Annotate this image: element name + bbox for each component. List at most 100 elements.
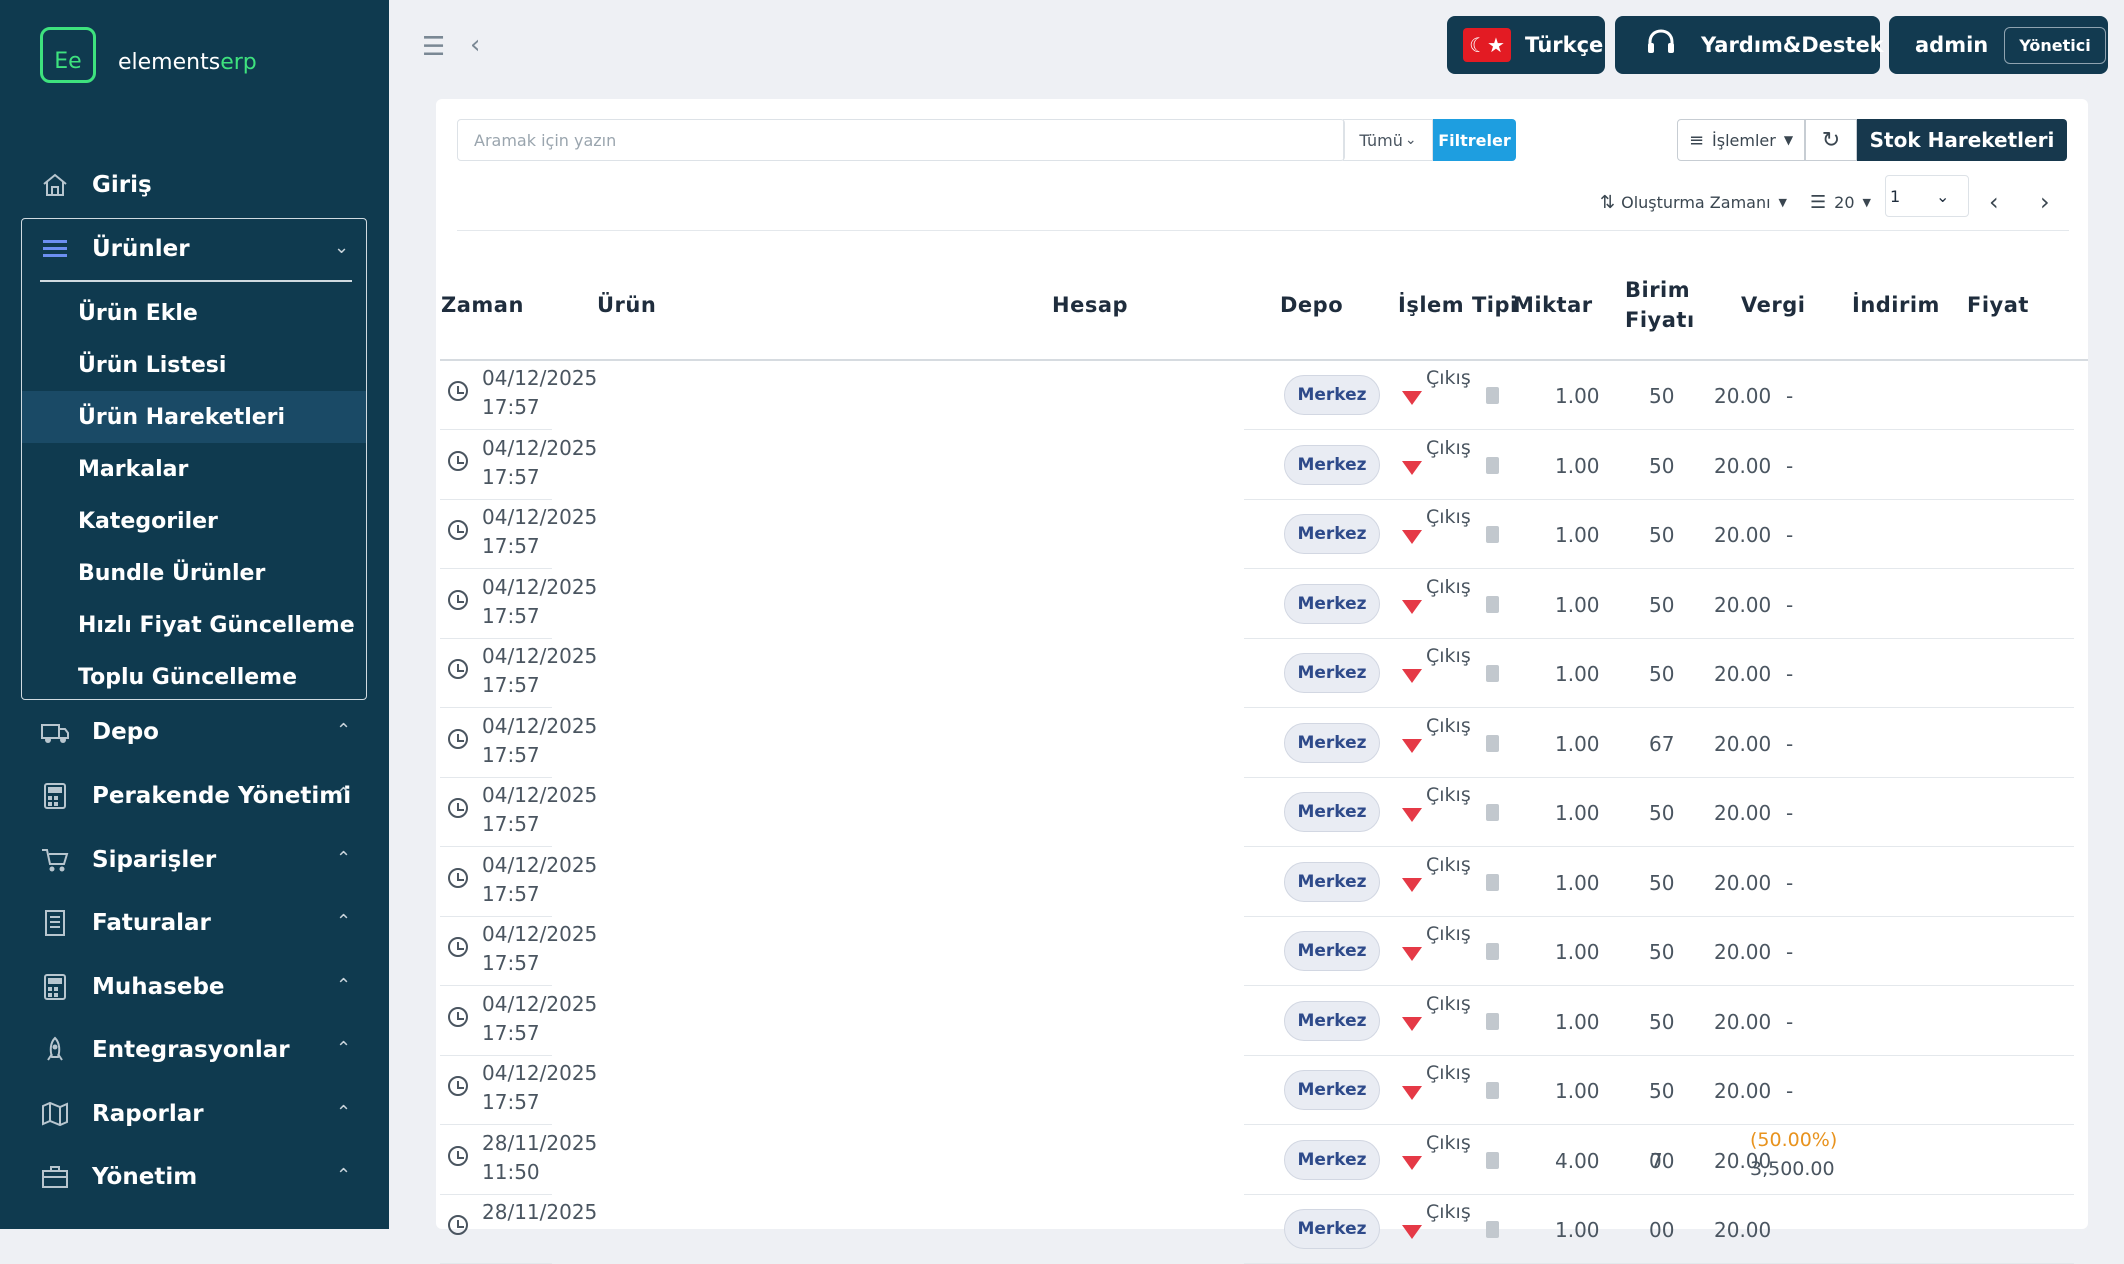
document-icon[interactable]	[1486, 1221, 1499, 1238]
document-icon[interactable]	[1486, 1082, 1499, 1099]
depo-badge[interactable]: Merkez	[1284, 1000, 1380, 1041]
depo-badge[interactable]: Merkez	[1284, 583, 1380, 624]
document-icon[interactable]	[1486, 943, 1499, 960]
language-button[interactable]: ☾★ Türkçe	[1447, 16, 1605, 74]
depo-badge[interactable]: Merkez	[1284, 931, 1380, 971]
depo-badge[interactable]: Merkez	[1284, 653, 1380, 693]
column-header-hesap[interactable]: Hesap	[1052, 293, 1129, 317]
document-icon[interactable]	[1486, 665, 1499, 682]
sidebar-item-label: Faturalar	[92, 910, 211, 936]
sidebar-item-siparisler[interactable]: Siparişler	[40, 840, 216, 880]
sidebar-item-entegrasyonlar[interactable]: Entegrasyonlar	[40, 1030, 290, 1070]
row-datetime: 04/12/2025 17:57	[482, 1059, 597, 1117]
chevron-up-icon[interactable]: ⌃	[336, 1038, 352, 1059]
depo-badge[interactable]: Merkez	[1284, 1139, 1380, 1180]
table-row[interactable]: 04/12/2025 17:57 Merkez Çıkış 1.00 50 20.00-	[436, 1056, 2088, 1125]
depo-badge[interactable]: Merkez	[1284, 722, 1380, 763]
sidebar-item-urunler[interactable]: Ürünler	[40, 229, 190, 269]
quantity: 1.00	[1555, 662, 1600, 686]
sort-dropdown[interactable]: ⇅ Oluşturma Zamanı ▼	[1600, 185, 1787, 219]
stock-movements-button[interactable]: Stok Hareketleri	[1857, 119, 2067, 161]
depo-badge[interactable]: Merkez	[1284, 1070, 1380, 1110]
menu-toggle-icon[interactable]: ☰	[422, 32, 446, 62]
depo-badge[interactable]: Merkez	[1284, 1209, 1380, 1249]
document-icon[interactable]	[1486, 734, 1499, 752]
table-row[interactable]: 04/12/2025 17:57 Merkez Çıkış 1.00 50 20.00-	[436, 639, 2088, 708]
chevron-left-icon[interactable]: ‹	[470, 30, 481, 60]
sidebar-subitem-active[interactable]: Ürün Hareketleri	[22, 391, 366, 443]
depo-badge[interactable]: Merkez	[1284, 861, 1380, 902]
table-row[interactable]: 04/12/2025 17:57 Merkez Çıkış 1.00 50 20.00-	[436, 500, 2088, 569]
column-header-indirim[interactable]: İndirim	[1852, 293, 1940, 317]
document-icon[interactable]	[1486, 873, 1499, 891]
sidebar-item-home[interactable]: Giriş	[40, 165, 152, 205]
table-row[interactable]: 04/12/2025 17:57 Merkez Çıkış 1.00 50 20.00-	[436, 848, 2088, 917]
sidebar-item-yonetim[interactable]: Yönetim	[40, 1157, 197, 1197]
divider	[457, 230, 2069, 231]
column-header-islem-tipi[interactable]: İşlem Tipi	[1398, 293, 1518, 317]
sidebar-subitem[interactable]: Bundle Ürünler	[78, 560, 266, 586]
sidebar-subitem[interactable]: Hızlı Fiyat Güncelleme	[78, 612, 355, 638]
chevron-up-icon[interactable]: ⌃	[336, 1102, 352, 1123]
chevron-up-icon[interactable]: ⌃	[336, 975, 352, 996]
table-row[interactable]: 28/11/2025 11:50 Merkez Çıkış 4.00 7 00 20.00 (5…	[436, 1126, 2088, 1195]
document-icon[interactable]	[1486, 456, 1499, 474]
table-row[interactable]: 04/12/2025 17:57 Merkez Çıkış 1.00 50 20.00-	[436, 431, 2088, 500]
row-time: 17:57	[482, 742, 540, 767]
page-select[interactable]: 1 ⌄	[1885, 175, 1969, 217]
actions-dropdown[interactable]: ≡ İşlemler ▼	[1677, 119, 1805, 161]
document-icon[interactable]	[1486, 804, 1499, 821]
table-row[interactable]: 04/12/2025 17:57 Merkez Çıkış 1.00 50 20.00-	[436, 778, 2088, 847]
chevron-up-icon[interactable]: ⌃	[336, 784, 352, 805]
filters-button[interactable]: Filtreler	[1433, 119, 1516, 161]
document-icon[interactable]	[1486, 1012, 1499, 1030]
sidebar-subitem[interactable]: Ürün Ekle	[78, 300, 198, 326]
column-header-fiyat[interactable]: Fiyat	[1967, 293, 2029, 317]
column-header-miktar[interactable]: Miktar	[1513, 293, 1593, 317]
chevron-up-icon[interactable]: ⌃	[336, 1165, 352, 1186]
depo-badge[interactable]: Merkez	[1284, 375, 1380, 415]
chevron-up-icon[interactable]: ⌃	[336, 720, 352, 741]
table-row[interactable]: 28/11/2025 Merkez Çıkış 1.00 00 20.00	[436, 1195, 2088, 1264]
depo-badge[interactable]: Merkez	[1284, 444, 1380, 485]
prev-page-icon[interactable]: ‹	[1989, 188, 1999, 216]
document-icon[interactable]	[1486, 526, 1499, 543]
brand-logo[interactable]: Ee	[40, 27, 96, 83]
sidebar-item-raporlar[interactable]: Raporlar	[40, 1094, 204, 1134]
depo-badge[interactable]: Merkez	[1284, 514, 1380, 554]
chevron-down-icon[interactable]: ⌄	[334, 237, 350, 258]
sidebar-item-perakende[interactable]: Perakende Yönetimi	[40, 776, 351, 816]
column-header-urun[interactable]: Ürün	[597, 293, 657, 317]
document-icon[interactable]	[1486, 1151, 1499, 1169]
sidebar-item-faturalar[interactable]: Faturalar	[40, 903, 211, 943]
user-menu-button[interactable]: admin Yönetici	[1889, 16, 2108, 74]
column-header-zaman[interactable]: Zaman	[441, 293, 524, 317]
search-input[interactable]: Aramak için yazın	[457, 119, 1345, 161]
sidebar-item-depo[interactable]: Depo	[40, 712, 159, 752]
sidebar-subitem[interactable]: Kategoriler	[78, 508, 218, 534]
chevron-up-icon[interactable]: ⌃	[336, 848, 352, 869]
sidebar-subitem[interactable]: Markalar	[78, 456, 189, 482]
column-header-depo[interactable]: Depo	[1280, 293, 1344, 317]
table-row[interactable]: 04/12/2025 17:57 Merkez Çıkış 1.00 50 20.00-	[436, 361, 2088, 430]
table-row[interactable]: 04/12/2025 17:57 Merkez Çıkış 1.00 67 20.00-	[436, 709, 2088, 778]
column-header-vergi[interactable]: Vergi	[1741, 293, 1806, 317]
next-page-icon[interactable]: ›	[2040, 188, 2050, 216]
depo-badge[interactable]: Merkez	[1284, 792, 1380, 832]
chevron-up-icon[interactable]: ⌃	[336, 911, 352, 932]
column-header-birim-fiyati[interactable]: Birim Fiyatı	[1625, 275, 1695, 335]
document-icon[interactable]	[1486, 387, 1499, 404]
support-button[interactable]: Yardım&Destek	[1615, 16, 1884, 74]
sidebar-subitem[interactable]: Toplu Güncelleme	[78, 664, 298, 690]
page-size-dropdown[interactable]: ☰ 20 ▼	[1810, 185, 1871, 219]
sidebar-item-muhasebe[interactable]: Muhasebe	[40, 967, 225, 1007]
refresh-icon[interactable]: ↻	[1805, 119, 1857, 161]
sidebar-subitem[interactable]: Ürün Listesi	[78, 352, 227, 378]
row-divider	[440, 498, 552, 500]
table-row[interactable]: 04/12/2025 17:57 Merkez Çıkış 1.00 50 20.00-	[436, 570, 2088, 639]
document-icon[interactable]	[1486, 595, 1499, 613]
filter-scope-select[interactable]: Tümü ⌄	[1343, 119, 1433, 161]
discount: -	[1786, 731, 1794, 756]
table-row[interactable]: 04/12/2025 17:57 Merkez Çıkış 1.00 50 20.00-	[436, 917, 2088, 986]
table-row[interactable]: 04/12/2025 17:57 Merkez Çıkış 1.00 50 20.00-	[436, 987, 2088, 1056]
